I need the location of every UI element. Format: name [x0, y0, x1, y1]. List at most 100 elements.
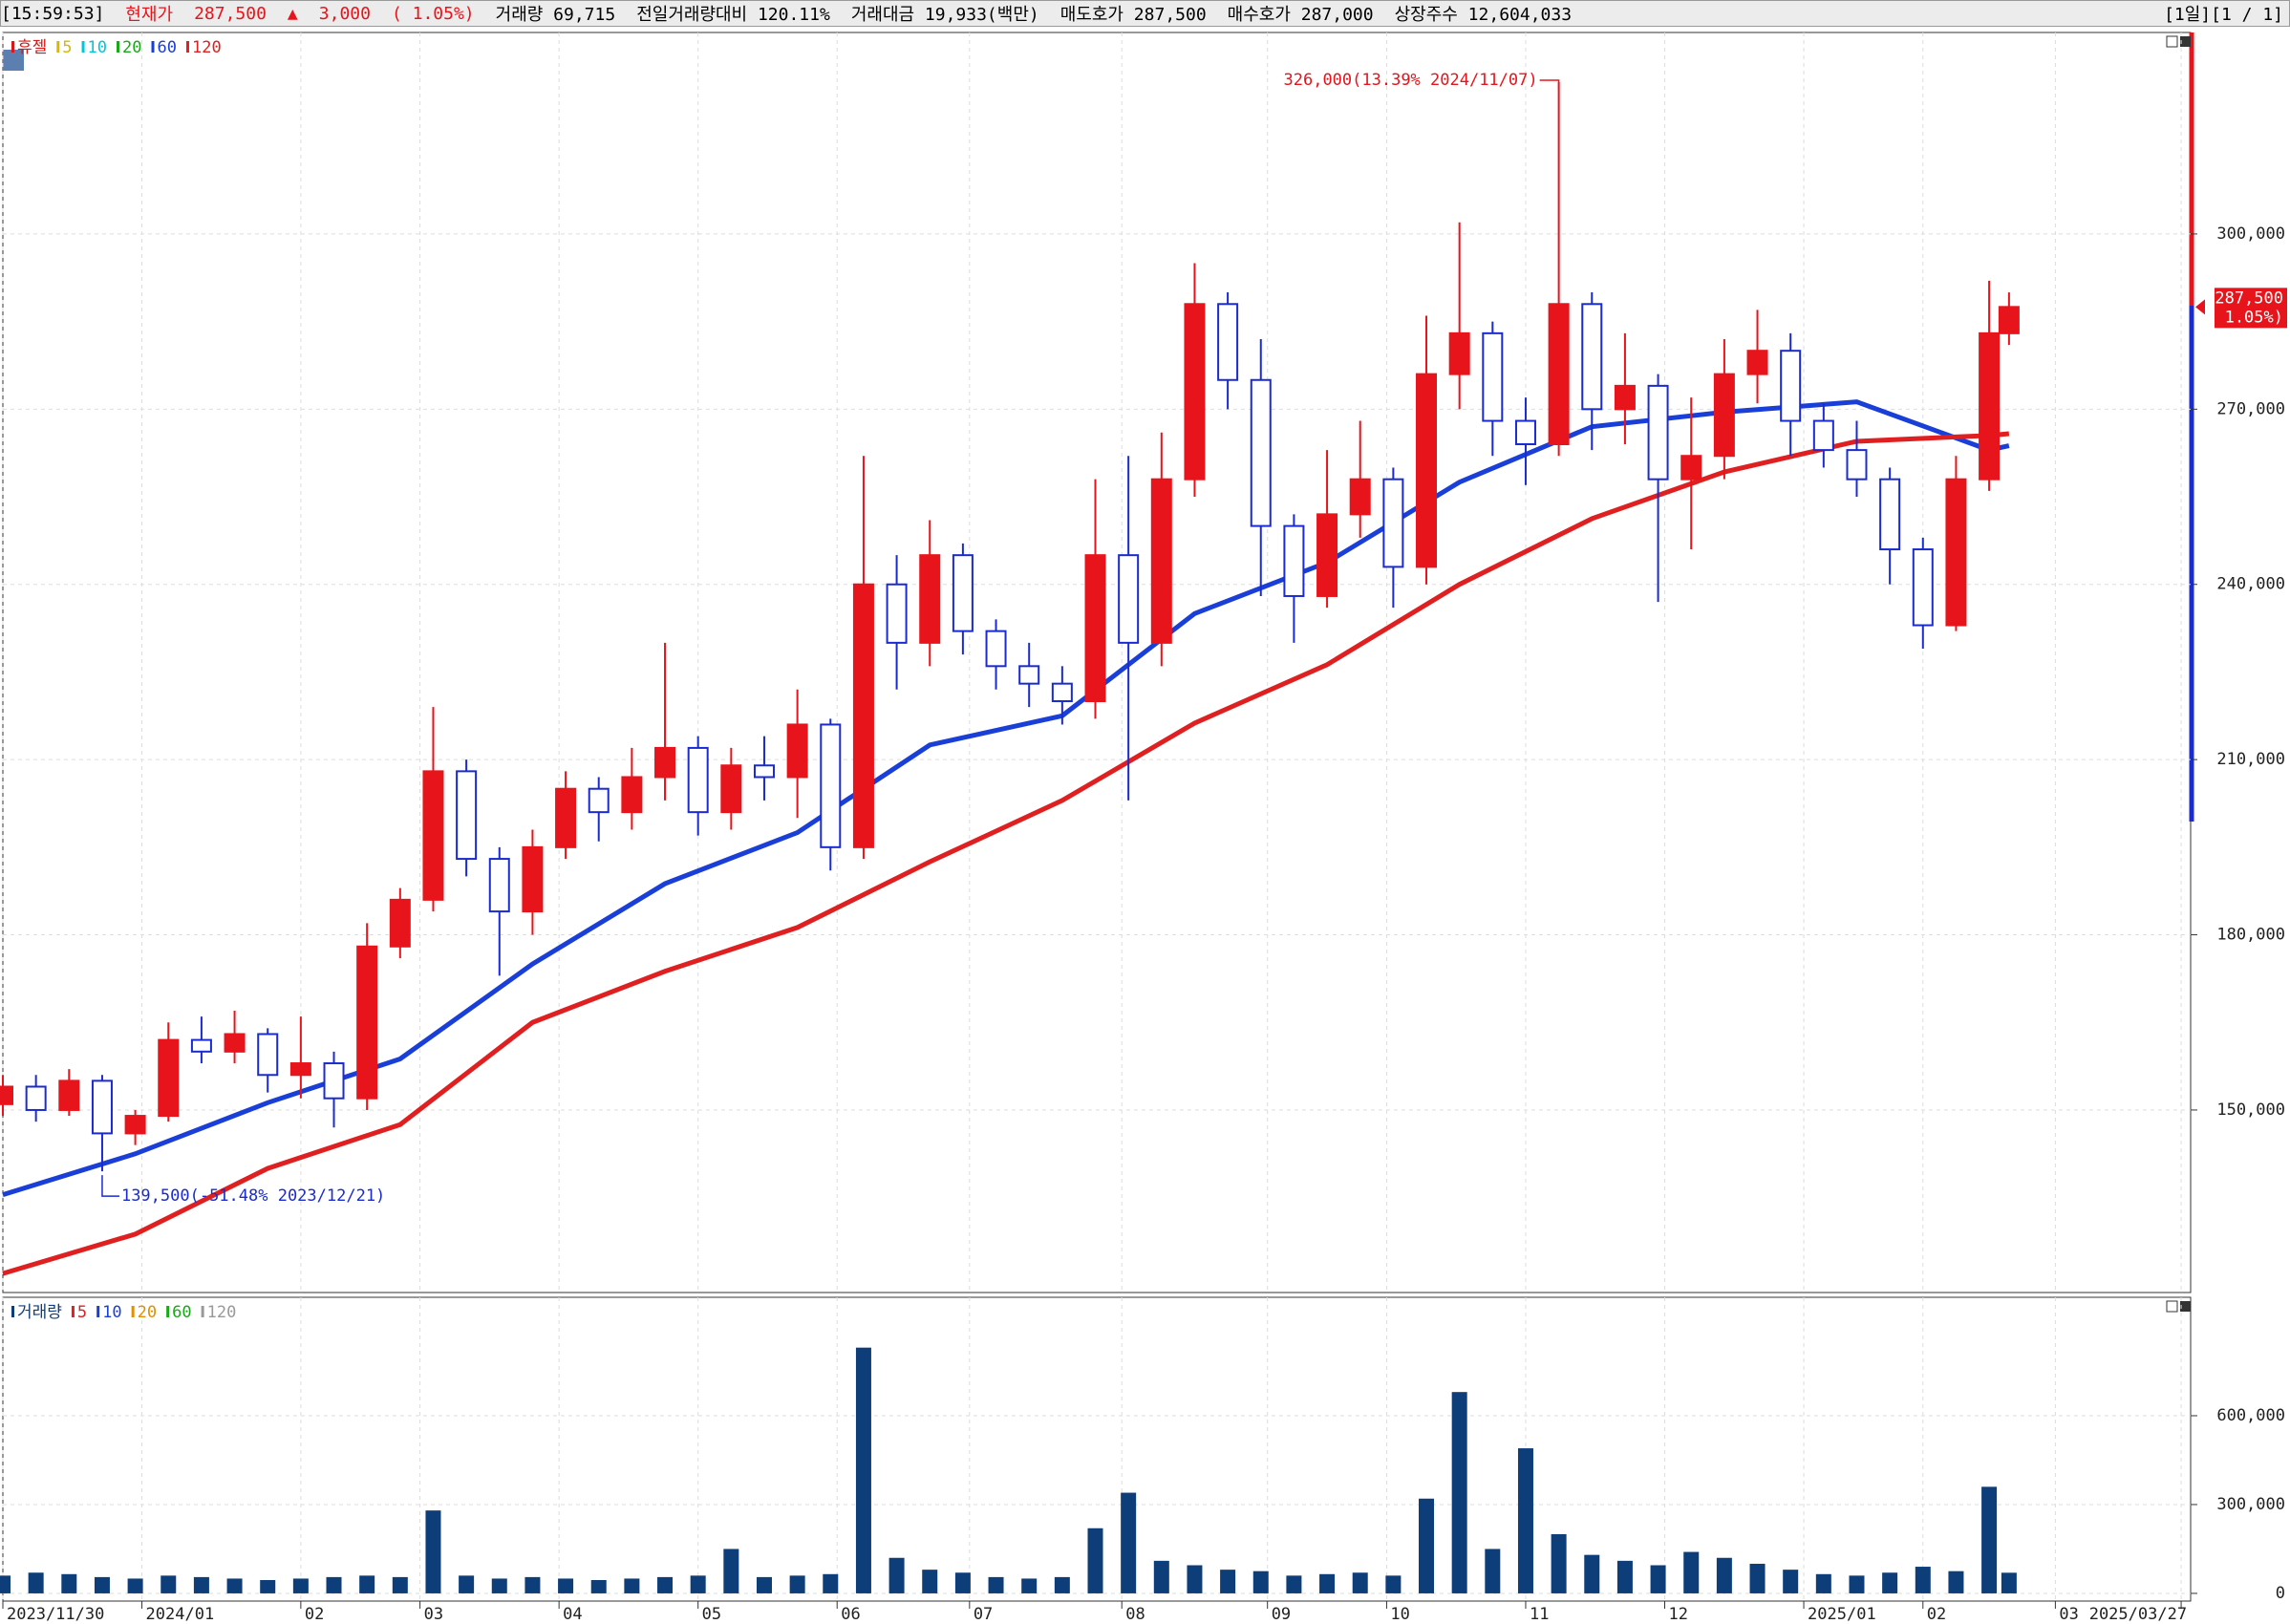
annotation-arrow [1539, 79, 1560, 90]
candle-body [488, 858, 510, 913]
window-button[interactable] [2166, 1300, 2178, 1313]
volume-bar [922, 1570, 938, 1593]
volume-bar [1981, 1486, 1998, 1593]
volume-bar [1187, 1565, 1203, 1593]
volume-bar [1021, 1578, 1038, 1593]
volume-bar [260, 1579, 276, 1593]
x-tick-label: 2025/03/27 [2089, 1605, 2187, 1624]
volume-bar [1716, 1557, 1732, 1593]
candle-body [1283, 524, 1305, 597]
volume-bar [1385, 1575, 1402, 1593]
candle-body [224, 1033, 246, 1053]
y-tick-label: 300,000 [2216, 224, 2285, 244]
candle-body [1713, 373, 1735, 458]
legend-label: 휴젤 [17, 38, 47, 57]
info: 매도호가 287,500 [1059, 5, 1207, 25]
legend-label: 120 [207, 1303, 237, 1322]
volume-bar [1915, 1567, 1931, 1593]
legend-swatch [11, 1306, 14, 1317]
volume-bar [94, 1576, 110, 1593]
candle-body [1150, 478, 1172, 644]
candle-body [1382, 478, 1404, 568]
info: 매수호가 287,000 [1227, 5, 1374, 25]
volume-bar [1121, 1492, 1137, 1593]
volume-bar [1252, 1571, 1269, 1593]
y-tick-label: 150,000 [2216, 1100, 2285, 1120]
x-tick-label: 12 [1669, 1605, 1688, 1624]
volume-bar [1286, 1575, 1302, 1593]
candle-body [1316, 513, 1338, 597]
close-button[interactable] [2180, 1301, 2191, 1312]
volume-bar [459, 1575, 475, 1593]
volume-bar [1616, 1560, 1633, 1593]
candle-body [687, 746, 709, 814]
volume-bar [1749, 1563, 1766, 1593]
candle-body [786, 723, 808, 779]
volume-bar [1551, 1533, 1567, 1593]
candle-body [588, 787, 610, 814]
candle-body [1998, 306, 2020, 334]
volume-bar [1087, 1528, 1103, 1593]
volume-bar [1584, 1554, 1600, 1593]
volume-bar [590, 1579, 607, 1593]
price-label: 현재가 [125, 5, 174, 25]
legend-swatch [56, 41, 60, 53]
icon[interactable] [3, 50, 24, 71]
volume-bar [292, 1578, 309, 1593]
legend-label: 20 [122, 38, 141, 57]
x-tick-label: 08 [1125, 1605, 1145, 1624]
x-tick-label: 10 [1390, 1605, 1409, 1624]
y-tick-label: 0 [2276, 1584, 2285, 1603]
candle-body [1482, 331, 1504, 422]
paging[interactable]: [1일][1 / 1] [2164, 5, 2283, 25]
volume-bar [756, 1576, 772, 1593]
candle-body [58, 1079, 80, 1111]
volume-bar [359, 1575, 375, 1593]
window-button[interactable] [2166, 35, 2178, 48]
candle-body [1945, 478, 1967, 627]
candle-body [91, 1079, 113, 1135]
candle-body [1448, 331, 1470, 375]
volume-bar [1948, 1571, 1964, 1593]
info: 거래대금 19,933(백만) [850, 5, 1039, 25]
volume-bar [657, 1576, 674, 1593]
high-annotation: 326,000(13.39% 2024/11/07) [1284, 71, 1538, 90]
volume-panel [2, 1296, 2192, 1602]
volume-bar [624, 1578, 640, 1593]
legend-swatch [151, 41, 155, 53]
candle-body [124, 1115, 146, 1135]
candle-body [1084, 554, 1106, 703]
legend-swatch [81, 41, 85, 53]
volume-bar [1815, 1573, 1831, 1593]
volume-bar [1054, 1576, 1070, 1593]
candle-body [654, 746, 676, 779]
candle-body [952, 554, 974, 632]
x-tick-label: 2025/01 [1808, 1605, 1876, 1624]
volume-bar [954, 1572, 971, 1593]
volume-bar [558, 1578, 574, 1593]
volume-bar [1849, 1575, 1865, 1593]
x-tick-label: 02 [1927, 1605, 1946, 1624]
legend-label: 20 [138, 1303, 157, 1322]
volume-bar [1517, 1448, 1533, 1593]
x-tick-label: 03 [424, 1605, 443, 1624]
info: 상장주수 12,604,033 [1394, 5, 1573, 25]
legend-label: 120 [192, 38, 222, 57]
candle-body [1912, 548, 1934, 627]
candle-body [1349, 478, 1371, 516]
close-button[interactable] [2180, 36, 2191, 47]
legend-swatch [117, 41, 120, 53]
candle-body [753, 764, 775, 779]
candle-body [1780, 350, 1802, 422]
last-change: ( 1.05%) [2205, 308, 2283, 327]
legend-label: 5 [77, 1303, 87, 1322]
legend-swatch [185, 41, 189, 53]
volume-bar [0, 1575, 11, 1593]
volume-bar [193, 1576, 209, 1593]
candle-body [985, 630, 1007, 668]
volume-bar [789, 1575, 805, 1593]
candle-body [1746, 350, 1768, 375]
time: [15:59:53] [1, 3, 105, 24]
legend-label: 거래량 [17, 1303, 62, 1322]
